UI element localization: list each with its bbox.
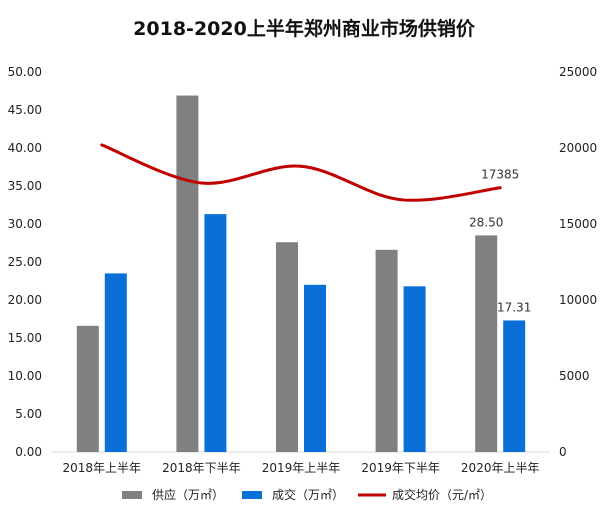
line-point <box>100 143 104 147</box>
lines-group <box>100 143 502 202</box>
bars-group <box>76 95 526 452</box>
y-left-tick-label: 20.00 <box>8 293 42 307</box>
bar <box>276 242 298 452</box>
bar <box>304 284 326 452</box>
axes-group: 0.00 5.00 10.00 15.00 20.00 25.00 30.00 35.00 40… <box>8 65 598 475</box>
y-left-tick-label: 50.00 <box>8 65 42 79</box>
y-right-tick-label: 5000 <box>559 369 590 383</box>
bar <box>76 325 99 452</box>
y-left-tick-label: 25.00 <box>8 255 42 269</box>
bar <box>403 286 426 452</box>
x-tick-label: 2018年上半年 <box>63 461 142 475</box>
bar <box>475 235 498 452</box>
bar <box>503 320 526 452</box>
legend-swatch <box>242 491 262 499</box>
line-point <box>299 164 303 168</box>
x-tick-label: 2020年上半年 <box>461 461 540 475</box>
bar <box>104 273 127 452</box>
x-tick-label: 2019年下半年 <box>361 461 440 475</box>
legend-label: 供应（万㎡） <box>152 487 224 502</box>
legend-swatch <box>122 491 142 499</box>
x-tick-label: 2018年下半年 <box>162 461 241 475</box>
series-line <box>101 143 501 202</box>
line-point <box>498 186 502 190</box>
y-left-tick-label: 0.00 <box>15 445 42 459</box>
y-right-tick-label: 20000 <box>559 141 597 155</box>
bar <box>204 214 227 452</box>
chart-title: 2018-2020上半年郑州商业市场供销价 <box>133 17 476 40</box>
y-right-tick-label: 0 <box>559 445 567 459</box>
line-point <box>199 181 203 185</box>
bar <box>176 95 199 452</box>
x-tick-label: 2019年上半年 <box>262 461 341 475</box>
y-left-tick-label: 40.00 <box>8 141 42 155</box>
y-left-tick-label: 35.00 <box>8 179 42 193</box>
y-right-tick-label: 10000 <box>559 293 597 307</box>
y-left-tick-label: 15.00 <box>8 331 42 345</box>
data-label: 17.31 <box>497 300 531 314</box>
y-right-tick-label: 15000 <box>559 217 597 231</box>
data-label: 28.50 <box>469 215 503 229</box>
y-left-tick-label: 30.00 <box>8 217 42 231</box>
y-right-tick-label: 25000 <box>559 65 597 79</box>
bar <box>375 249 398 452</box>
legend: 供应（万㎡） 成交（万㎡） 成交均价（元/㎡） <box>122 487 492 502</box>
line-point <box>399 198 403 202</box>
legend-label: 成交均价（元/㎡） <box>392 487 492 502</box>
y-left-tick-label: 10.00 <box>8 369 42 383</box>
data-label: 17385 <box>481 168 519 182</box>
data-labels-group: 28.50 17.31 17385 <box>469 168 531 315</box>
y-left-tick-label: 45.00 <box>8 103 42 117</box>
legend-label: 成交（万㎡） <box>272 487 344 502</box>
y-left-tick-label: 5.00 <box>15 407 42 421</box>
